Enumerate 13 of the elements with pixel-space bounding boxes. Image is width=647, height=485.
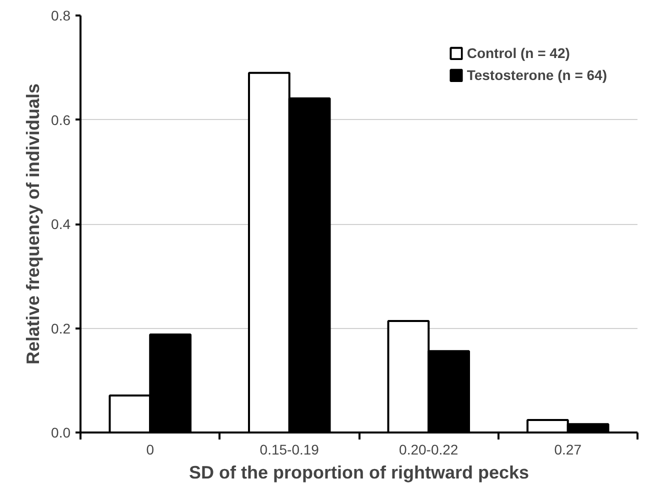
x-tick-label: 0 <box>146 442 154 458</box>
y-tick-label: 0.4 <box>51 216 71 232</box>
legend-label: Testosterone (n = 64) <box>466 67 607 83</box>
legend-label: Control (n = 42) <box>466 45 570 61</box>
y-axis-title: Relative frequency of individuals <box>23 83 44 365</box>
y-tick-label: 0.0 <box>51 424 71 440</box>
y-tick-label: 0.2 <box>51 320 71 336</box>
x-tick-label: 0.15-0.19 <box>260 442 320 458</box>
x-axis-title: SD of the proportion of rightward pecks <box>189 462 530 482</box>
x-tick-label: 0.20-0.22 <box>399 442 458 458</box>
y-tick-label: 0.8 <box>51 8 71 24</box>
y-tick-label: 0.6 <box>51 112 71 128</box>
x-tick-label: 0.27 <box>554 442 582 458</box>
